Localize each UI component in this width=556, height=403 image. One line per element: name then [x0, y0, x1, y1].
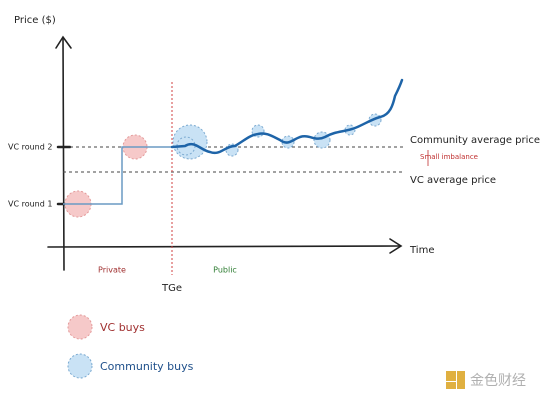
- level-label: VC round 2: [8, 143, 52, 152]
- annotation: Small imbalance: [420, 153, 478, 161]
- annotation: VC average price: [410, 175, 496, 186]
- annotation: Community average price: [410, 135, 540, 146]
- level-label: VC round 1: [8, 200, 52, 209]
- legend-swatch: [67, 314, 93, 340]
- legend-label: VC buys: [100, 321, 145, 334]
- phase-label: Private: [98, 266, 126, 275]
- legend-label: Community buys: [100, 360, 194, 373]
- public-price: [170, 78, 404, 155]
- phase-label: Public: [213, 266, 237, 275]
- axes: [47, 35, 403, 271]
- private-price: [63, 146, 172, 205]
- y-axis-label: Price ($): [14, 15, 56, 26]
- watermark-logo: [446, 371, 465, 389]
- x-axis-label: Time: [409, 245, 434, 256]
- watermark: 金色财经: [470, 372, 526, 389]
- legend-swatch: [67, 353, 93, 379]
- phase-label: TGe: [161, 283, 182, 294]
- community-buys: [172, 113, 382, 160]
